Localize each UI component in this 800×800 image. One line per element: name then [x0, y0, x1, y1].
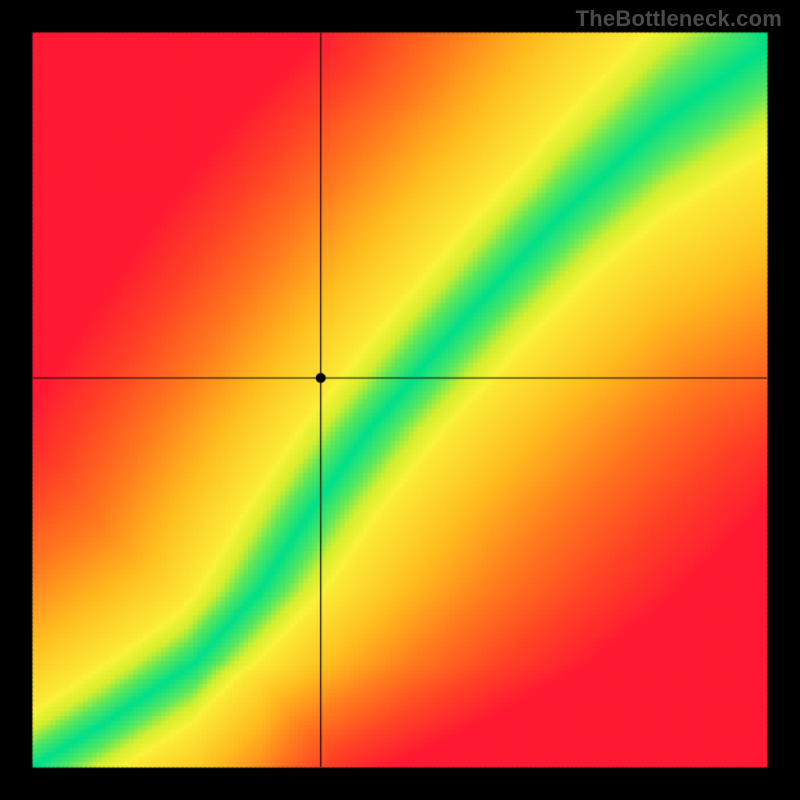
- bottleneck-heatmap: [0, 0, 800, 800]
- bottleneck-chart-container: TheBottleneck.com: [0, 0, 800, 800]
